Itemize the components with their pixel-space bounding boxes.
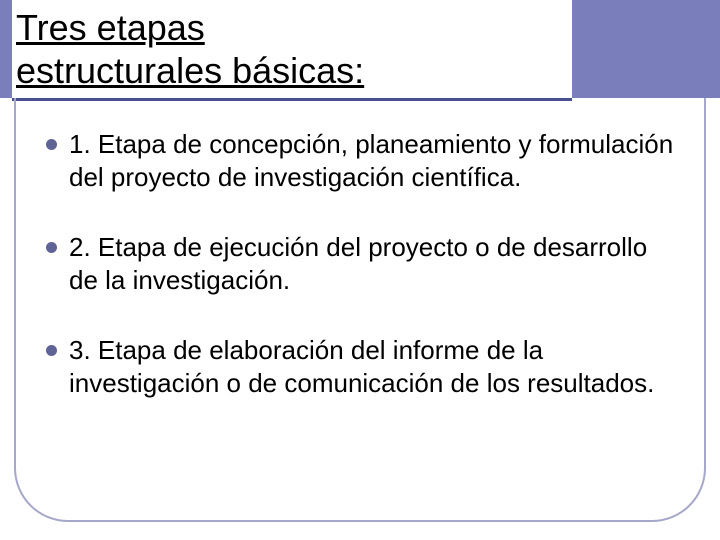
slide-title-box: Tres etapas estructurales básicas: (12, 0, 572, 101)
bullet-text: 2. Etapa de ejecución del proyecto o de … (69, 231, 676, 296)
title-line-2: estructurales básicas: (16, 50, 364, 91)
bullet-icon (46, 345, 57, 356)
bullet-icon (46, 139, 57, 150)
title-line-1: Tres etapas (16, 7, 205, 48)
bullet-list: 1. Etapa de concepción, planeamiento y f… (46, 128, 676, 437)
bullet-text: 3. Etapa de elaboración del informe de l… (69, 334, 676, 399)
list-item: 1. Etapa de concepción, planeamiento y f… (46, 128, 676, 193)
list-item: 3. Etapa de elaboración del informe de l… (46, 334, 676, 399)
slide-title: Tres etapas estructurales básicas: (16, 6, 568, 92)
bullet-icon (46, 242, 57, 253)
bullet-text: 1. Etapa de concepción, planeamiento y f… (69, 128, 676, 193)
list-item: 2. Etapa de ejecución del proyecto o de … (46, 231, 676, 296)
